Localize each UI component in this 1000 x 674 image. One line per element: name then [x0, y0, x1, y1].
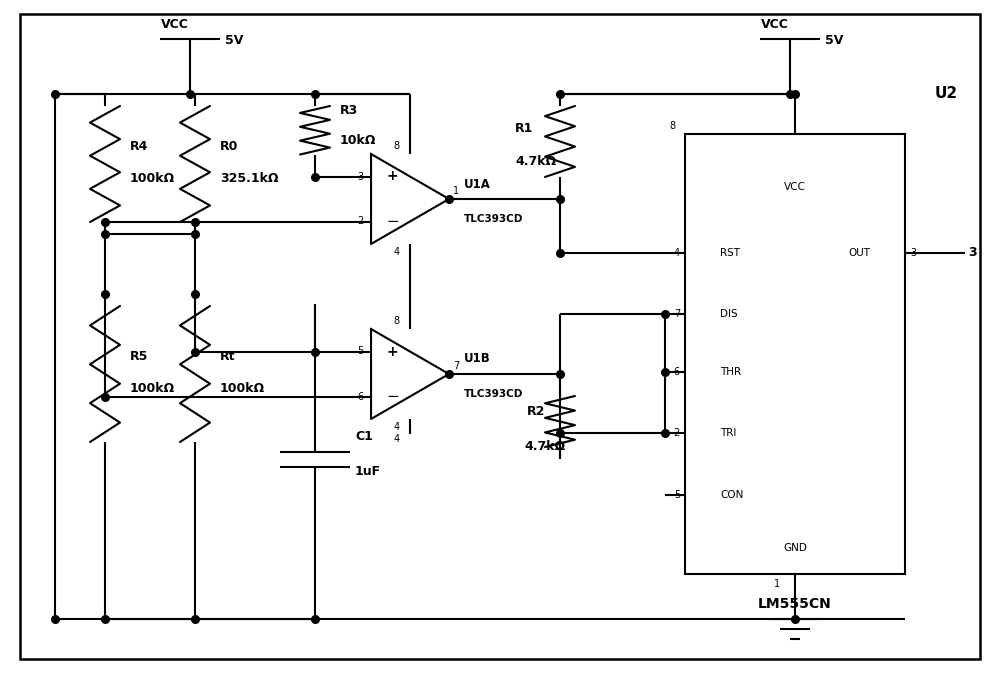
Text: U1B: U1B	[464, 353, 491, 365]
Text: 3: 3	[357, 171, 363, 181]
Text: U1A: U1A	[464, 177, 491, 191]
Text: 6: 6	[357, 392, 363, 402]
Text: 8: 8	[394, 316, 400, 326]
Text: VCC: VCC	[761, 18, 789, 30]
Text: 8: 8	[394, 141, 400, 151]
Text: LM555CN: LM555CN	[758, 597, 832, 611]
Text: 1: 1	[774, 579, 780, 589]
Text: 3: 3	[910, 248, 916, 257]
Text: R5: R5	[130, 350, 148, 363]
Text: R0: R0	[220, 140, 238, 152]
Text: 7: 7	[674, 309, 680, 319]
Text: TLC393CD: TLC393CD	[464, 389, 523, 399]
Text: 100kΩ: 100kΩ	[130, 173, 175, 185]
Text: C1: C1	[355, 430, 373, 443]
Text: 4: 4	[394, 422, 400, 432]
Text: +: +	[386, 344, 398, 359]
Text: 3: 3	[968, 246, 977, 259]
Text: 5V: 5V	[225, 34, 243, 47]
Bar	[685, 134, 905, 574]
Text: 8: 8	[669, 121, 675, 131]
Text: 2: 2	[674, 428, 680, 438]
Text: VCC: VCC	[161, 18, 189, 30]
Text: OUT: OUT	[848, 248, 870, 257]
Text: 10kΩ: 10kΩ	[340, 133, 376, 147]
Text: −: −	[386, 214, 399, 229]
Text: U2: U2	[935, 86, 958, 102]
Text: THR: THR	[720, 367, 741, 377]
Text: Rt: Rt	[220, 350, 236, 363]
Text: 5: 5	[357, 346, 363, 357]
Text: 5: 5	[674, 490, 680, 500]
Text: RST: RST	[720, 248, 740, 257]
Text: R2: R2	[527, 405, 545, 418]
Text: R3: R3	[340, 104, 358, 117]
Text: 6: 6	[674, 367, 680, 377]
Text: 7: 7	[453, 361, 459, 371]
Text: 4: 4	[674, 248, 680, 257]
Text: 325.1kΩ: 325.1kΩ	[220, 173, 278, 185]
Text: +: +	[386, 169, 398, 183]
Text: GND: GND	[783, 543, 807, 553]
Text: CON: CON	[720, 490, 743, 500]
Text: DIS: DIS	[720, 309, 738, 319]
Text: −: −	[386, 389, 399, 404]
Text: 4.7kΩ: 4.7kΩ	[515, 155, 556, 168]
Text: 1: 1	[453, 186, 459, 196]
Text: 5V: 5V	[825, 34, 843, 47]
Text: R4: R4	[130, 140, 148, 152]
Text: 1uF: 1uF	[355, 465, 381, 478]
Text: TRI: TRI	[720, 428, 736, 438]
Text: TLC393CD: TLC393CD	[464, 214, 523, 224]
Text: 4.7kΩ: 4.7kΩ	[524, 440, 566, 453]
Text: 100kΩ: 100kΩ	[130, 383, 175, 396]
Text: 4: 4	[394, 434, 400, 444]
Text: VCC: VCC	[784, 182, 806, 192]
Text: 100kΩ: 100kΩ	[220, 383, 265, 396]
Text: 2: 2	[357, 216, 363, 226]
Text: 4: 4	[394, 247, 400, 257]
Text: R1: R1	[515, 122, 533, 135]
